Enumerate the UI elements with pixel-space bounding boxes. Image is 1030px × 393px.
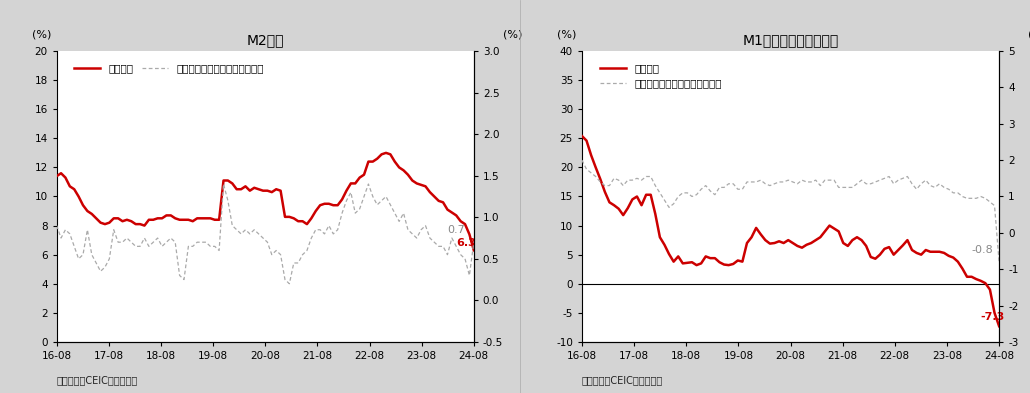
- Text: (%): (%): [503, 29, 522, 39]
- Text: 资料来源：CEIC，华泰研究: 资料来源：CEIC，华泰研究: [582, 375, 663, 385]
- Text: (%): (%): [1028, 29, 1030, 39]
- Legend: 同比增速, 季调月环比增速，非年化（右）: 同比增速, 季调月环比增速，非年化（右）: [595, 59, 726, 93]
- Text: (%): (%): [557, 29, 577, 39]
- Text: -7.3: -7.3: [981, 312, 1005, 322]
- Legend: 同比增速, 季调月环比增速，非年化（右）: 同比增速, 季调月环比增速，非年化（右）: [70, 59, 268, 77]
- Text: (%): (%): [32, 29, 52, 39]
- Text: 0.7: 0.7: [447, 226, 466, 235]
- Text: 6.3: 6.3: [456, 238, 476, 248]
- Text: -0.8: -0.8: [971, 245, 993, 255]
- Title: M1增速（春节调整后）: M1增速（春节调整后）: [743, 33, 838, 47]
- Title: M2增速: M2增速: [246, 33, 284, 47]
- Text: 资料来源：CEIC，华泰研究: 资料来源：CEIC，华泰研究: [57, 375, 138, 385]
